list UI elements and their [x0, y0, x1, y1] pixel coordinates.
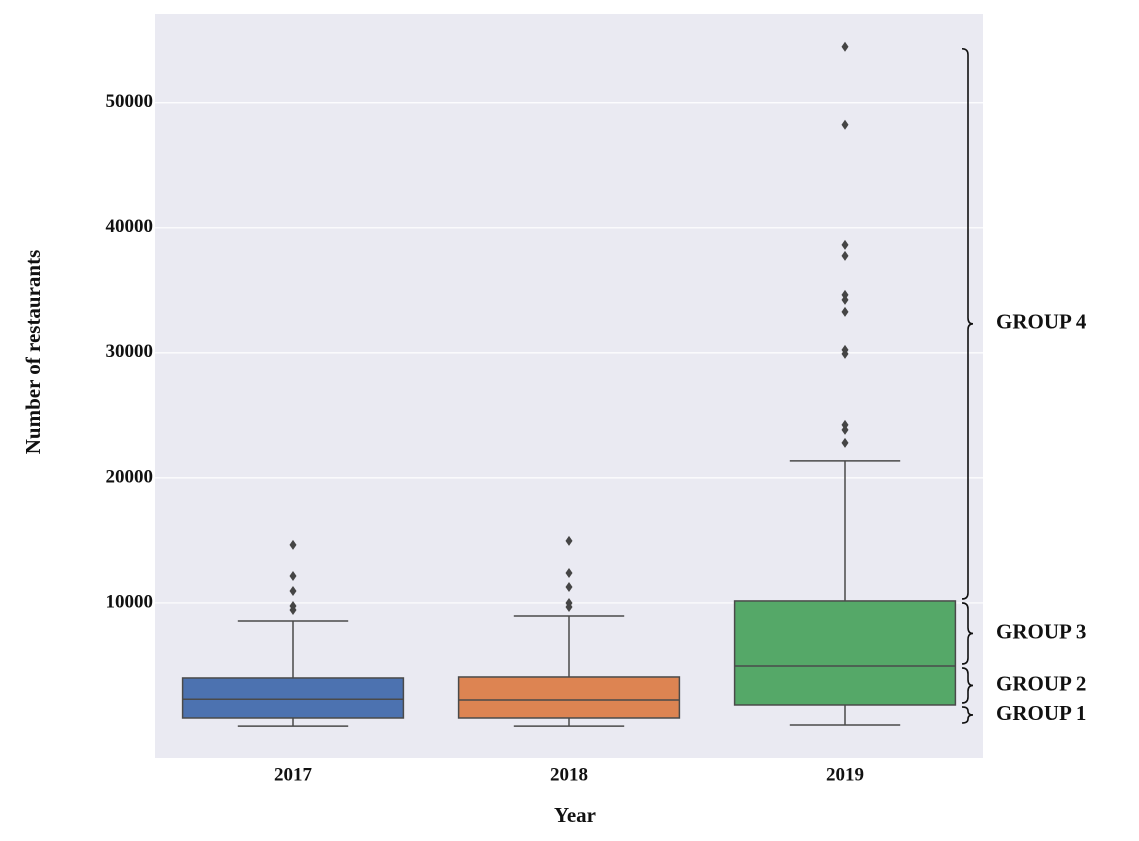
group-label: GROUP 2	[996, 671, 1086, 695]
outlier	[289, 585, 297, 596]
brace	[961, 667, 974, 704]
brace	[961, 47, 974, 600]
brace	[961, 706, 974, 724]
brace	[961, 602, 974, 665]
x-tick-label: 2017	[274, 764, 313, 785]
x-tick-label: 2018	[550, 764, 588, 785]
outlier	[565, 601, 573, 612]
outlier	[841, 119, 849, 130]
outlier	[841, 419, 849, 430]
outlier	[841, 424, 849, 435]
group-label: GROUP 1	[996, 701, 1086, 725]
y-tick-label: 20000	[106, 466, 154, 487]
outlier	[841, 239, 849, 250]
outlier	[841, 348, 849, 359]
outlier	[841, 250, 849, 261]
outlier	[565, 535, 573, 546]
outlier	[565, 567, 573, 578]
group-label: GROUP 4	[996, 310, 1087, 334]
y-axis-label: Number of restaurants	[21, 250, 45, 455]
outlier	[841, 294, 849, 305]
outlier	[289, 570, 297, 581]
outlier	[289, 604, 297, 615]
outlier	[841, 289, 849, 300]
y-tick-label: 50000	[106, 91, 154, 112]
y-tick-label: 30000	[106, 341, 154, 362]
box	[457, 676, 681, 719]
x-axis-label: Year	[554, 803, 596, 827]
x-tick-label: 2019	[826, 764, 864, 785]
y-tick-label: 40000	[106, 216, 154, 237]
outlier	[289, 539, 297, 550]
outlier	[565, 581, 573, 592]
box	[733, 600, 957, 706]
outlier	[841, 306, 849, 317]
outlier	[841, 41, 849, 52]
outlier	[841, 437, 849, 448]
box	[181, 677, 405, 719]
group-label: GROUP 3	[996, 619, 1086, 643]
y-tick-label: 10000	[106, 591, 154, 612]
